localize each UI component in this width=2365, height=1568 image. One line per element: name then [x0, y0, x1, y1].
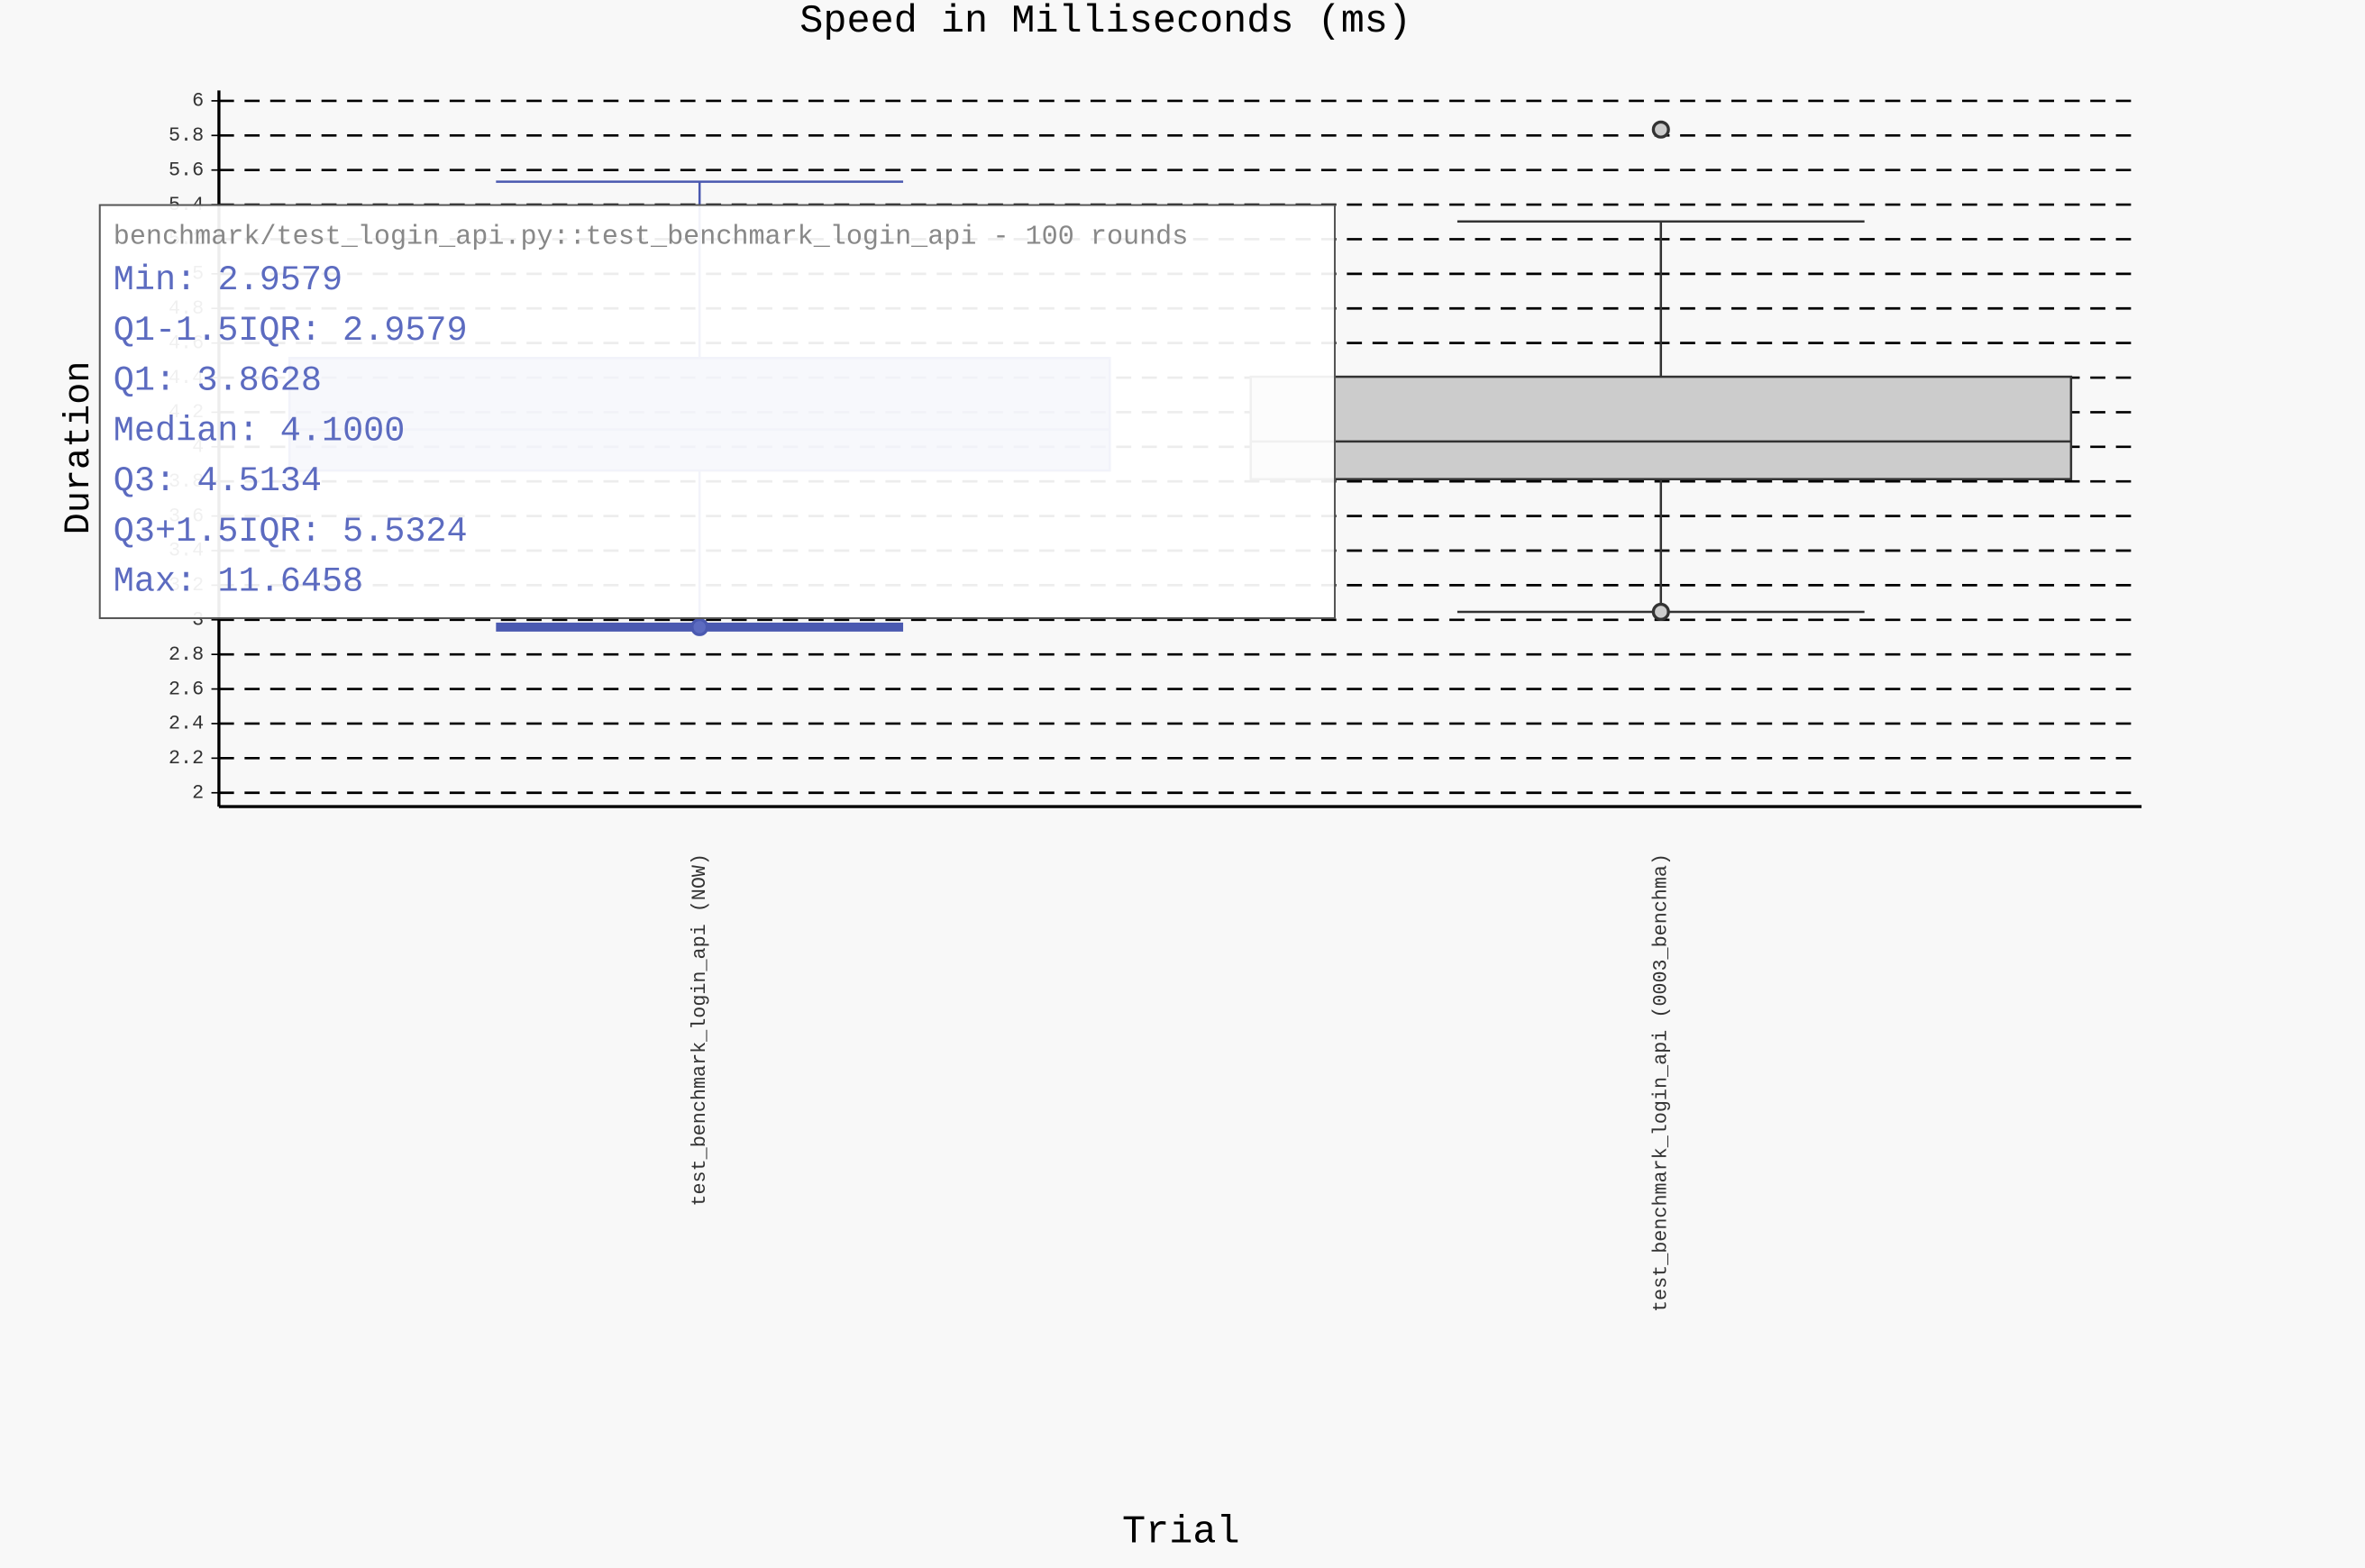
y-tick-label: 6	[192, 90, 204, 113]
tooltip-stat-value: 3.8628	[196, 361, 322, 401]
y-tick-label: 5.6	[169, 159, 204, 181]
tooltip-stat-value: 4.1000	[280, 412, 406, 451]
tooltip-line: Q3+1.5IQR: 5.5324	[114, 512, 468, 552]
y-tick-label: 2	[192, 781, 204, 804]
min-point	[1651, 602, 1670, 621]
tooltip-stat-name: Q3:	[114, 461, 176, 501]
tooltip-stat-name: Q1:	[114, 361, 176, 401]
y-axis-title: Duration	[59, 361, 100, 535]
tooltip-title: benchmark/test_login_api.py::test_benchm…	[114, 223, 1189, 253]
tooltip-stat-value: 4.5134	[196, 461, 322, 501]
tooltip-line: Median: 4.1000	[114, 412, 406, 451]
y-tick-label: 2.8	[169, 643, 204, 666]
x-tick-label: test_benchmark_login_api (0003_benchma)	[1650, 853, 1673, 1312]
tooltip-line: Q1: 3.8628	[114, 361, 322, 401]
chart-title: Speed in Milliseconds (ms)	[799, 0, 1411, 44]
tooltip-stat-value: 5.5324	[342, 512, 468, 552]
tooltip: benchmark/test_login_api.py::test_benchm…	[98, 204, 1336, 619]
y-tick-label: 2.4	[169, 713, 204, 735]
tooltip-line: Max: 11.6458	[114, 562, 363, 602]
tooltip-stat-value: 11.6458	[218, 562, 364, 602]
tooltip-stat-name: Median:	[114, 412, 260, 451]
tooltip-stat-name: Max:	[114, 562, 196, 602]
tooltip-stat-name: Q3+1.5IQR:	[114, 512, 322, 552]
y-tick-label: 2.2	[169, 747, 204, 770]
tooltip-line: Min: 2.9579	[114, 260, 342, 300]
y-tick-label: 2.6	[169, 678, 204, 700]
tooltip-stat-value: 2.9579	[218, 260, 343, 300]
tooltip-stat-name: Q1-1.5IQR:	[114, 311, 322, 351]
tooltip-line: Q3: 4.5134	[114, 461, 322, 501]
tooltip-line: Q1-1.5IQR: 2.9579	[114, 311, 468, 351]
y-tick-label: 5.8	[169, 124, 204, 147]
tooltip-stat-value: 2.9579	[342, 311, 468, 351]
tooltip-box	[98, 204, 1336, 619]
tooltip-stat-name: Min:	[114, 260, 196, 300]
x-tick-label: test_benchmark_login_api (NOW)	[689, 853, 711, 1207]
box-group	[1249, 120, 2073, 621]
box	[1249, 375, 2073, 480]
max-point	[1651, 120, 1670, 139]
min-point	[690, 617, 709, 636]
x-axis-title: Trial	[1122, 1510, 1240, 1554]
